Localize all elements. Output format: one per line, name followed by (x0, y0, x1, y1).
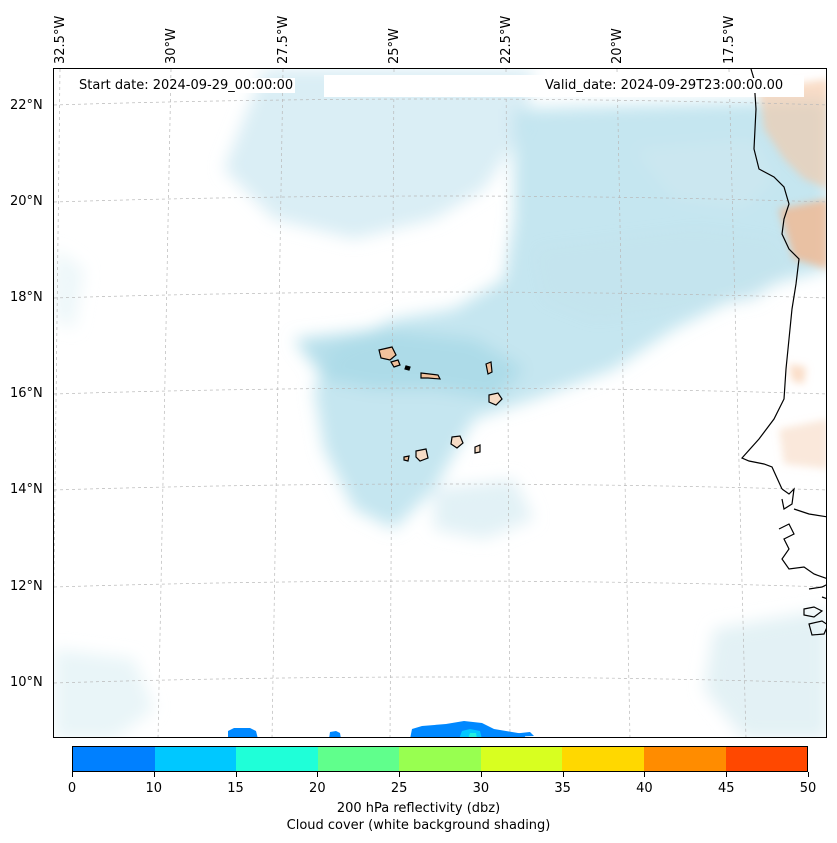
lat-label-12n: 12°N (10, 579, 43, 594)
land-temperature-shading (759, 79, 826, 469)
colorbar-tick-mark (399, 772, 401, 777)
colorbar-tick-label: 45 (717, 781, 735, 796)
colorbar-tick-label: 0 (67, 781, 77, 796)
map-canvas (54, 69, 826, 737)
colorbar-tick-label: 50 (799, 781, 817, 796)
colorbar-tick-mark (726, 772, 728, 777)
lon-label-17-5w: 17.5°W (722, 15, 737, 64)
reflectivity-echoes (228, 721, 534, 737)
valid-date-label: Valid_date: 2024-09-29T23:00:00.00 (543, 78, 786, 93)
colorbar-segment-1 (154, 747, 237, 771)
colorbar-caption-line1: 200 hPa reflectivity (dbz) (336, 801, 501, 816)
colorbar-tick-label: 35 (554, 781, 571, 796)
african-coastline (740, 69, 826, 636)
lat-label-22n: 22°N (10, 98, 43, 113)
cape-verde-islands (378, 346, 503, 462)
colorbar-tick-mark (317, 772, 319, 777)
colorbar-segment-6 (562, 747, 644, 771)
colorbar-tick-label: 40 (636, 781, 653, 796)
map-panel[interactable] (53, 68, 827, 738)
start-date-label: Start date: 2024-09-29_00:00:00 (77, 78, 296, 93)
colorbar-segment-8 (725, 747, 808, 771)
colorbar-tick-label: 25 (390, 781, 408, 796)
colorbar-segment-3 (317, 747, 400, 771)
lon-label-30w: 30°W (164, 28, 179, 64)
colorbar-segment-4 (399, 747, 481, 771)
colorbar-tick-mark (808, 772, 809, 777)
colorbar (72, 746, 808, 772)
lat-label-18n: 18°N (10, 290, 43, 305)
colorbar-tick-mark (72, 772, 73, 777)
lat-label-14n: 14°N (10, 482, 43, 497)
lon-label-25w: 25°W (387, 28, 402, 64)
lon-label-22-5w: 22.5°W (499, 15, 514, 64)
colorbar-tick-mark (480, 772, 482, 777)
colorbar-tick-mark (235, 772, 237, 777)
colorbar-tick-label: 15 (227, 781, 244, 796)
graticule (54, 69, 826, 737)
colorbar-segment-0 (73, 747, 155, 771)
lon-label-27-5w: 27.5°W (276, 15, 291, 64)
cloud-cover-shading (54, 69, 826, 737)
lat-label-20n: 20°N (10, 194, 43, 209)
colorbar-segment-2 (236, 747, 318, 771)
colorbar-segment-7 (643, 747, 726, 771)
lon-label-32-5w: 32.5°W (53, 15, 68, 64)
colorbar-tick-label: 20 (309, 781, 326, 796)
colorbar-tick-mark (562, 772, 564, 777)
lat-label-10n: 10°N (10, 675, 43, 690)
colorbar-tick-label: 30 (472, 781, 490, 796)
colorbar-tick-label: 10 (145, 781, 163, 796)
colorbar-segment-5 (480, 747, 563, 771)
colorbar-tick-mark (153, 772, 155, 777)
lon-label-20w: 20°W (610, 28, 625, 64)
lat-label-16n: 16°N (10, 386, 43, 401)
colorbar-tick-mark (644, 772, 646, 777)
colorbar-caption-line2: Cloud cover (white background shading) (286, 818, 551, 833)
